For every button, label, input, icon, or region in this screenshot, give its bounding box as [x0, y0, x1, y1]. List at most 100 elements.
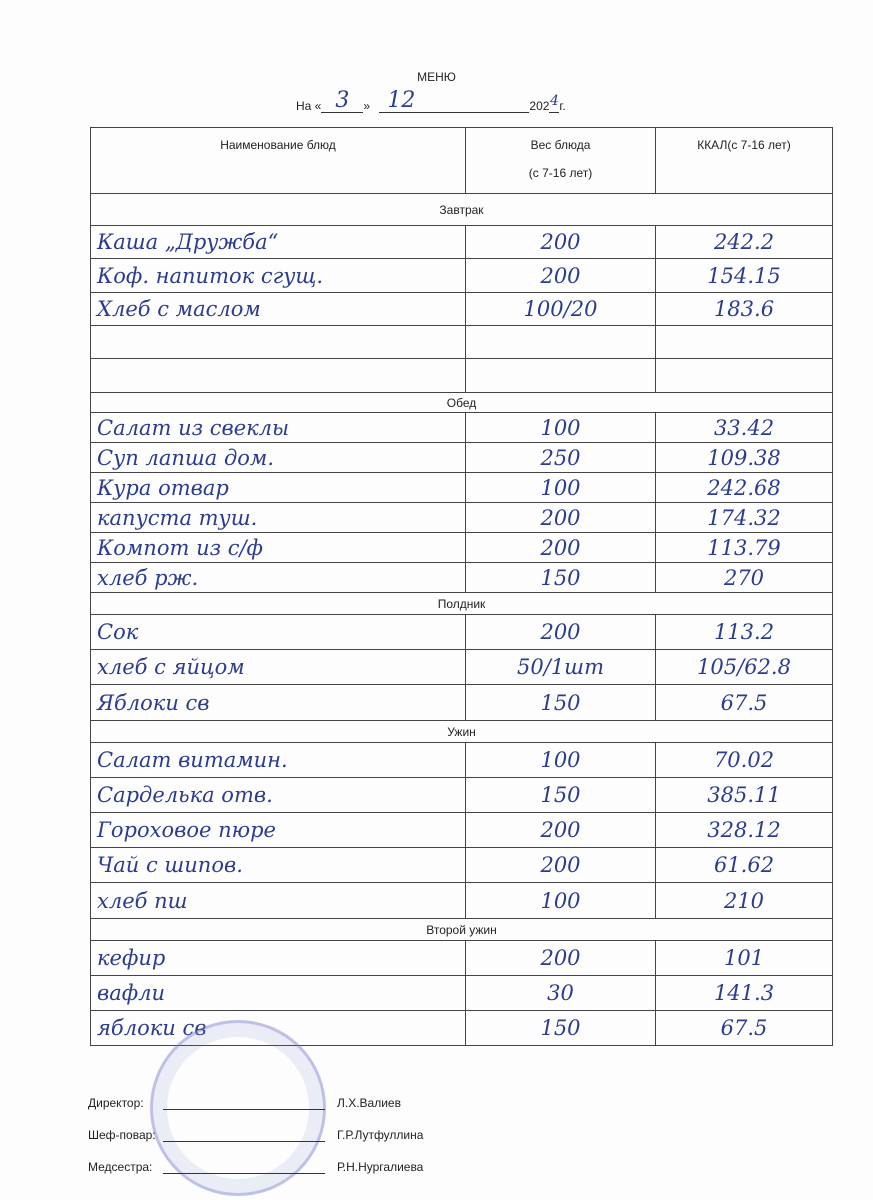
year-digit: 4 — [549, 93, 559, 109]
dish-weight: 200 — [465, 225, 656, 259]
menu-row: Суп лапша дом. 250 109.38 — [90, 442, 833, 473]
dish-weight: 100 — [465, 742, 656, 778]
menu-row: Каша „Дружба“ 200 242.2 — [90, 225, 833, 259]
day-value: 3 — [335, 88, 350, 113]
menu-row: Гороховое пюре 200 328.12 — [90, 812, 833, 848]
section-row: Полдник — [90, 592, 833, 615]
dish-kcal: 70.02 — [655, 742, 833, 778]
menu-row: Салат из свеклы 100 33.42 — [90, 412, 833, 443]
signature-line — [163, 1159, 325, 1174]
menu-row: капуста туш. 200 174.32 — [90, 502, 833, 533]
dish-kcal: 67.5 — [655, 1010, 833, 1046]
dish-kcal: 174.32 — [655, 502, 833, 533]
dish-kcal: 270 — [655, 562, 833, 593]
document-title: МЕНЮ — [417, 70, 456, 84]
date-prefix: На « — [296, 99, 322, 113]
menu-row: хлеб рж. 150 270 — [90, 562, 833, 593]
dish-weight: 200 — [465, 614, 656, 650]
dish-name: Кура отвар — [90, 472, 466, 503]
dish-weight: 50/1шт — [465, 649, 656, 685]
section-row: Второй ужин — [90, 918, 833, 941]
header-dish-name: Наименование блюд — [90, 127, 466, 194]
dish-name: Яблоки св — [90, 684, 466, 721]
signature-role: Директор: — [88, 1096, 144, 1110]
dish-weight: 30 — [465, 975, 656, 1011]
signature-line — [163, 1095, 325, 1110]
dish-name: Сок — [90, 614, 466, 650]
section-row: Обед — [90, 392, 833, 413]
dish-kcal: 113.2 — [655, 614, 833, 650]
header-weight: Вес блюда (с 7-16 лет) — [465, 127, 656, 194]
dish-name: хлеб рж. — [90, 562, 466, 593]
menu-row: вафли 30 141.3 — [90, 975, 833, 1011]
month-field: 12 — [379, 90, 530, 113]
section-title: Ужин — [90, 720, 833, 743]
dish-name: вафли — [90, 975, 466, 1011]
dish-weight: 100 — [465, 412, 656, 443]
dish-name: Хлеб с маслом — [90, 292, 466, 326]
dish-weight — [465, 325, 656, 359]
menu-row: яблоки св 150 67.5 — [90, 1010, 833, 1046]
dish-name: Чай с шипов. — [90, 847, 466, 883]
dish-name: Гороховое пюре — [90, 812, 466, 848]
section-title: Полдник — [90, 592, 833, 615]
dish-kcal — [655, 358, 833, 393]
section-row: Ужин — [90, 720, 833, 743]
dish-kcal: 183.6 — [655, 292, 833, 326]
dish-weight: 150 — [465, 777, 656, 813]
official-stamp — [150, 1020, 326, 1196]
dish-kcal: 61.62 — [655, 847, 833, 883]
dish-name: Суп лапша дом. — [90, 442, 466, 473]
signature-role: Шеф-повар: — [88, 1128, 156, 1142]
dish-kcal: 242.68 — [655, 472, 833, 503]
menu-row — [90, 358, 833, 393]
signature-row: Шеф-повар: Г.Р.Лутфуллина — [88, 1110, 423, 1142]
dish-name — [90, 358, 466, 393]
dish-kcal: 101 — [655, 940, 833, 976]
dish-weight: 200 — [465, 812, 656, 848]
dish-kcal: 67.5 — [655, 684, 833, 721]
menu-row: Яблоки св 150 67.5 — [90, 684, 833, 721]
dish-weight: 200 — [465, 940, 656, 976]
dish-weight: 150 — [465, 684, 656, 721]
dish-weight: 150 — [465, 1010, 656, 1046]
menu-row: Сарделька отв. 150 385.11 — [90, 777, 833, 813]
date-mid: » — [363, 99, 371, 113]
menu-row: Хлеб с маслом 100/20 183.6 — [90, 292, 833, 326]
dish-weight: 100 — [465, 472, 656, 503]
header-row: Наименование блюд Вес блюда (с 7-16 лет) … — [90, 127, 833, 194]
day-field: 3 — [321, 90, 364, 113]
dish-name: кефир — [90, 940, 466, 976]
menu-row: Кура отвар 100 242.68 — [90, 472, 833, 503]
menu-row: хлеб с яйцом 50/1шт 105/62.8 — [90, 649, 833, 685]
menu-row: хлеб пш 100 210 — [90, 882, 833, 919]
signature-line — [163, 1127, 325, 1142]
dish-name: Сарделька отв. — [90, 777, 466, 813]
dish-weight: 200 — [465, 532, 656, 563]
dish-name: капуста туш. — [90, 502, 466, 533]
section-title: Завтрак — [90, 193, 833, 226]
signature-row: Медсестра: Р.Н.Нургалиева — [88, 1142, 423, 1174]
section-title: Второй ужин — [90, 918, 833, 941]
menu-row: Салат витамин. 100 70.02 — [90, 742, 833, 778]
dish-name: хлеб с яйцом — [90, 649, 466, 685]
section-row: Завтрак — [90, 193, 833, 226]
dish-weight: 100/20 — [465, 292, 656, 326]
dish-weight: 200 — [465, 847, 656, 883]
menu-row: Компот из с/ф 200 113.79 — [90, 532, 833, 563]
signatory-name: Г.Р.Лутфуллина — [337, 1128, 424, 1142]
header-kcal: ККАЛ(с 7-16 лет) — [655, 127, 833, 194]
menu-row: Коф. напиток сгущ. 200 154.15 — [90, 258, 833, 293]
signature-role: Медсестра: — [88, 1160, 153, 1174]
year-prefix: 202 — [529, 99, 550, 113]
dish-kcal: 109.38 — [655, 442, 833, 473]
section-title: Обед — [90, 392, 833, 413]
dish-weight: 100 — [465, 882, 656, 919]
date-suffix: г. — [559, 99, 566, 113]
dish-weight: 250 — [465, 442, 656, 473]
dish-name: Салат из свеклы — [90, 412, 466, 443]
dish-name: Компот из с/ф — [90, 532, 466, 563]
dish-kcal: 210 — [655, 882, 833, 919]
dish-name: Каша „Дружба“ — [90, 225, 466, 259]
dish-kcal — [655, 325, 833, 359]
